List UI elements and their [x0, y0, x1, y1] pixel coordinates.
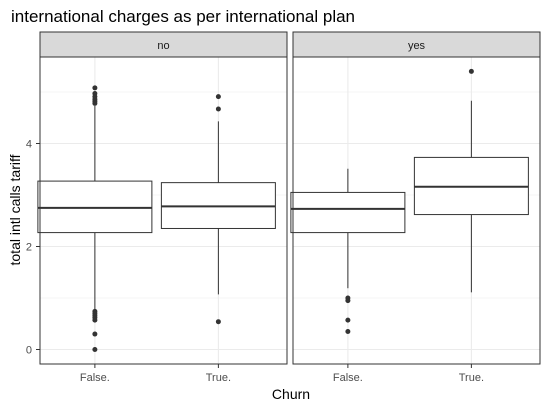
box-iqr: [290, 191, 406, 234]
x-tick-label: True.: [206, 372, 231, 384]
outlier-point: [468, 68, 474, 74]
plot-area: no False. True. yes False. True. 0 2 4: [26, 31, 541, 384]
outlier-point: [215, 106, 221, 112]
outlier-point: [92, 317, 98, 323]
outlier-point: [92, 100, 98, 106]
chart-title: international charges as per internation…: [11, 7, 355, 26]
facet-strip: [292, 31, 541, 58]
x-tick-label: True.: [459, 372, 484, 384]
facet-label: yes: [408, 40, 426, 52]
panel-border: [292, 56, 541, 365]
outlier-point: [345, 317, 351, 323]
y-tick-label: 4: [26, 139, 32, 151]
x-tick-label: False.: [80, 372, 110, 384]
outlier-point: [92, 85, 98, 91]
box-iqr: [37, 180, 153, 234]
outlier-point: [92, 347, 98, 352]
x-axis-title: Churn: [272, 386, 310, 402]
outlier-point: [345, 328, 351, 334]
outlier-point: [215, 94, 221, 100]
outlier-point: [345, 298, 351, 304]
y-axis-title: total intl calls tariff: [7, 154, 23, 265]
outlier-point: [215, 319, 221, 325]
facet-strip: [39, 31, 288, 58]
x-tick-label: False.: [333, 372, 363, 384]
y-tick-label: 2: [26, 242, 32, 254]
panel-border: [39, 56, 288, 365]
outlier-point: [92, 331, 98, 337]
y-tick-label: 0: [26, 345, 32, 357]
facet-label: no: [157, 40, 169, 52]
